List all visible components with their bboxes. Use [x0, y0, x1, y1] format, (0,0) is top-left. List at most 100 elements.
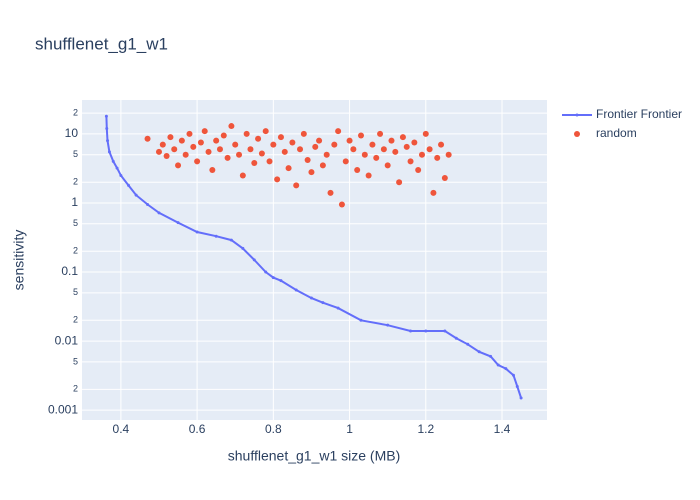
frontier-point [104, 114, 108, 118]
random-point [205, 148, 212, 155]
random-point [255, 135, 262, 142]
plot-layer [104, 114, 523, 400]
frontier-point [241, 246, 245, 250]
legend-label: random [596, 126, 637, 140]
random-point [197, 139, 204, 146]
random-point [175, 162, 182, 169]
random-point [220, 132, 227, 139]
random-point [396, 179, 403, 186]
frontier-point [294, 288, 298, 292]
random-point [335, 128, 342, 135]
random-point [300, 130, 307, 137]
random-point [358, 132, 364, 139]
random-point [144, 135, 151, 142]
random-point [331, 141, 338, 148]
random-point [434, 154, 441, 161]
random-point [213, 137, 220, 144]
random-point [438, 141, 445, 148]
y-tick-label: 5 [73, 149, 78, 159]
y-tick-label: 2 [73, 384, 78, 394]
random-point [304, 156, 311, 163]
random-point [369, 141, 376, 148]
x-axis-label: shufflenet_g1_w1 size (MB) [228, 448, 401, 464]
frontier-point [264, 270, 268, 274]
legend-marker [574, 131, 580, 137]
x-tick-label: 1.2 [417, 422, 434, 436]
legend-label: Frontier Frontier [596, 107, 682, 121]
frontier-point [477, 350, 481, 354]
random-point [228, 123, 235, 130]
y-tick-label: 5 [73, 218, 78, 228]
frontier-point [409, 329, 413, 333]
frontier-point [519, 396, 523, 400]
random-point [350, 146, 357, 153]
random-point [361, 151, 368, 158]
random-point [178, 137, 185, 144]
frontier-point [359, 318, 363, 322]
random-point [403, 143, 410, 150]
y-tick-label: 10 [65, 126, 79, 140]
frontier-point [496, 363, 500, 367]
y-tick-label: 5 [73, 287, 78, 297]
x-tick-label: 0.8 [265, 422, 282, 436]
random-point [258, 150, 265, 157]
random-point [297, 146, 304, 153]
legend-item: Frontier Frontier [562, 107, 682, 121]
x-tick-label: 0.4 [113, 422, 130, 436]
frontier-point [134, 193, 138, 197]
x-tick-label: 1.4 [494, 422, 511, 436]
random-point [182, 151, 189, 158]
frontier-point [176, 221, 180, 225]
frontier-point [195, 230, 199, 234]
random-point [155, 148, 162, 155]
frontier-line [105, 116, 523, 399]
random-point [224, 154, 231, 161]
y-tick-label: 2 [73, 177, 78, 187]
random-point [243, 130, 250, 137]
frontier-point [321, 301, 325, 305]
frontier-point [106, 139, 110, 143]
frontier-point [386, 323, 390, 327]
random-point [163, 152, 170, 159]
random-point [285, 165, 292, 172]
x-tick-label: 0.6 [189, 422, 206, 436]
frontier-point [115, 166, 119, 170]
frontier-point [119, 174, 123, 178]
frontier-point [454, 336, 458, 340]
random-point [365, 172, 372, 179]
random-point [388, 137, 395, 144]
chart-title: shufflenet_g1_w1 [35, 34, 168, 53]
random-point [316, 137, 323, 144]
y-tick-label: 2 [73, 315, 78, 325]
y-tick-label: 0.01 [55, 333, 79, 347]
frontier-point [107, 150, 111, 154]
random-point [342, 158, 349, 165]
frontier-point [105, 126, 109, 130]
frontier-point [511, 373, 515, 377]
random-point [281, 148, 288, 155]
frontier-point [111, 159, 115, 163]
x-tick-label: 1 [346, 422, 353, 436]
random-point [411, 139, 418, 146]
random-point [274, 176, 281, 183]
random-point [415, 167, 422, 174]
random-point [319, 162, 326, 169]
random-point [236, 151, 243, 158]
random-point [171, 146, 178, 153]
y-tick-label: 0.001 [48, 402, 78, 416]
y-axis-label: sensitivity [11, 230, 27, 291]
random-point [384, 162, 391, 169]
frontier-point [157, 211, 161, 215]
random-point [266, 158, 273, 165]
random-point [270, 141, 277, 148]
random-point [194, 158, 201, 165]
random-point [262, 128, 269, 135]
random-point [392, 148, 399, 155]
random-point [323, 151, 330, 158]
random-point [232, 141, 239, 148]
frontier-point [146, 203, 150, 207]
frontier-point [336, 306, 340, 310]
y-tick-label: 2 [73, 246, 78, 256]
random-point [445, 151, 452, 158]
